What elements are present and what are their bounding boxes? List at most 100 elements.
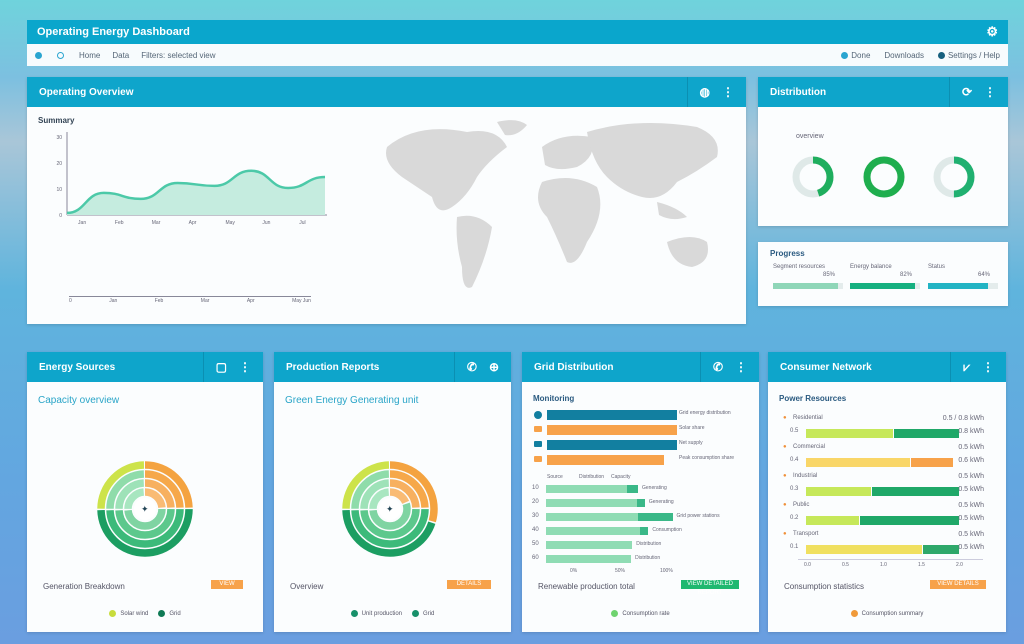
row-value: 0.8 kWh xyxy=(958,428,984,435)
phone-icon[interactable]: ✆ xyxy=(466,360,477,374)
row-key: 0.2 xyxy=(790,515,799,521)
refresh-icon[interactable]: ⟳ xyxy=(961,85,972,99)
bar xyxy=(546,513,638,521)
gear-icon[interactable]: ⚙ xyxy=(986,24,998,39)
ring-segment xyxy=(360,479,420,539)
check-icon xyxy=(841,51,849,59)
x-tick-label: Jun xyxy=(262,220,270,226)
more-icon[interactable]: ⋮ xyxy=(735,360,747,374)
section-title: Summary xyxy=(38,116,75,125)
y-tick-label: 30 xyxy=(56,135,62,141)
bar-marker xyxy=(534,426,542,432)
legend-swatch xyxy=(611,610,619,617)
bar xyxy=(546,555,632,563)
row-value: 0.5 kWh xyxy=(958,486,984,493)
circle-icon[interactable] xyxy=(57,51,64,59)
axis-label: 100% xyxy=(660,568,673,574)
toolbar-right-item[interactable]: Downloads xyxy=(884,50,924,60)
row-key: 20 xyxy=(532,499,539,505)
bar-label: Distribution xyxy=(635,555,661,561)
toolbar: Home Data Filters: selected view Done Dow… xyxy=(27,44,1008,66)
dashboard-panel: Production Reports ✆ ⊕ Green Energy Generat… xyxy=(274,352,511,632)
leaf-icon: ✦ xyxy=(386,504,394,514)
donut-charts xyxy=(792,156,975,198)
row-name: Commercial xyxy=(793,444,826,450)
row-key: 0.1 xyxy=(790,544,799,550)
more-icon[interactable]: ⋮ xyxy=(239,360,251,374)
x-tick-label: Apr xyxy=(189,220,197,226)
view-button[interactable]: DETAILS xyxy=(447,580,491,589)
legend-item: Consumption summary xyxy=(850,610,924,617)
bar-label: Peak consumption share xyxy=(679,455,735,461)
axis-label: 0.5 xyxy=(842,562,849,568)
chart-icon[interactable]: ⩗ xyxy=(963,359,970,374)
bar xyxy=(546,485,627,493)
donut-value-arc xyxy=(933,156,975,198)
progress-value: 64% xyxy=(978,272,991,278)
globe-icon[interactable]: ◍ xyxy=(699,85,710,99)
axis-label: 2.0 xyxy=(956,562,963,568)
ring-segment xyxy=(106,470,184,548)
map-australia xyxy=(667,237,708,267)
bar-label: Consumption xyxy=(652,527,682,533)
toolbar-item[interactable]: Data xyxy=(112,50,130,60)
phone-icon[interactable]: ✆ xyxy=(712,360,723,374)
toolbar-right-item[interactable]: Settings / Help xyxy=(937,51,1000,60)
section-title: Power Resources xyxy=(779,394,847,403)
view-button[interactable]: VIEW DETAILS xyxy=(930,580,986,589)
x-tick-label: Jul xyxy=(299,220,305,226)
toolbar-item[interactable]: Home xyxy=(79,50,101,60)
bar-marker xyxy=(534,441,542,447)
stacked-bar-segment xyxy=(806,545,923,554)
radial-chart: ✦ xyxy=(97,461,193,557)
axis-label: 0% xyxy=(570,568,578,574)
section-title: Monitoring xyxy=(533,394,575,403)
footer-label: Overview xyxy=(290,582,324,591)
distribution-panel: Distribution ⟳ ⋮ overview xyxy=(758,77,1008,226)
stacked-bar-segment xyxy=(806,487,872,496)
ring-segment xyxy=(351,470,429,548)
more-icon[interactable]: ⋮ xyxy=(984,85,996,99)
bar-segment xyxy=(636,499,645,507)
note-icon[interactable]: ▢ xyxy=(215,360,227,374)
legend-label: Consumption summary xyxy=(861,610,924,617)
home-icon[interactable] xyxy=(35,51,42,59)
bar xyxy=(546,541,633,549)
progress-fill xyxy=(928,283,989,289)
ring-segment xyxy=(360,479,420,539)
more-icon[interactable]: ⋮ xyxy=(982,360,994,374)
panel-header-icons: ✆ ⋮ xyxy=(699,352,759,382)
legend: Consumption rate xyxy=(522,610,759,617)
column-header: Capacity xyxy=(611,474,631,480)
axis-line xyxy=(798,559,983,560)
view-button[interactable]: VIEW DETAILED REPORT xyxy=(681,580,739,596)
legend-item: Grid xyxy=(158,610,181,617)
bar-segment xyxy=(640,527,649,535)
toolbar-right-item[interactable]: Done xyxy=(841,51,870,60)
toolbar-item[interactable]: Filters: selected view xyxy=(141,50,216,60)
axis-label: 1.0 xyxy=(880,562,887,568)
legend-item: Grid xyxy=(412,610,434,617)
progress-label: Status xyxy=(928,264,946,270)
row-name: Residential xyxy=(793,415,823,421)
legend-label: Consumption rate xyxy=(622,610,670,617)
stacked-bar-segment xyxy=(923,545,959,554)
row-key: 60 xyxy=(532,555,539,561)
ring-segment xyxy=(342,461,438,557)
panel-title: Distribution xyxy=(770,86,827,98)
bar-segment xyxy=(638,513,673,521)
more-icon[interactable]: ⋮ xyxy=(722,85,734,99)
series-line xyxy=(66,169,326,215)
panel-header-icons: ✆ ⊕ xyxy=(453,352,511,382)
dashboard-panel: Energy Sources ▢ ⋮ Capacity overview Generat… xyxy=(27,352,263,632)
ring-segment xyxy=(369,488,411,530)
y-tick-label: 20 xyxy=(56,161,62,167)
radial-center xyxy=(379,498,401,520)
progress-label: Energy balance xyxy=(850,264,892,270)
ring-segment xyxy=(115,479,175,539)
lock-icon[interactable]: ⊕ xyxy=(488,360,499,374)
dashboard-panel: Consumer Network ⩗ ⋮ Power Resources Consump… xyxy=(768,352,1006,632)
panel-header: Consumer Network ⩗ ⋮ xyxy=(768,352,1006,382)
ring-segment xyxy=(97,461,193,557)
view-button[interactable]: VIEW xyxy=(211,580,243,589)
